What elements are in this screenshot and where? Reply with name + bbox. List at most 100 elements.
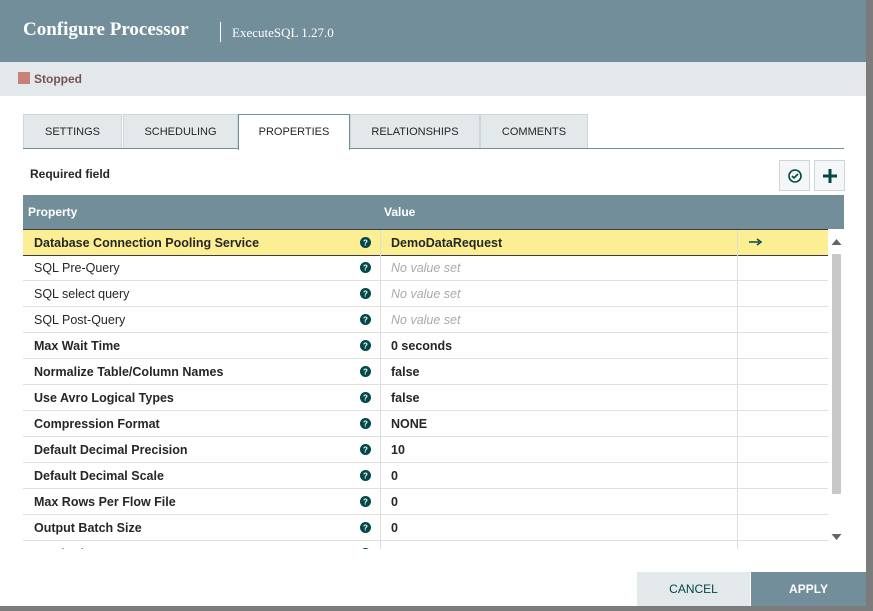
help-icon[interactable]: ? xyxy=(360,288,371,299)
dialog-header: Configure Processor ExecuteSQL 1.27.0 xyxy=(0,0,866,62)
help-icon[interactable]: ? xyxy=(360,444,371,455)
svg-text:?: ? xyxy=(363,394,368,403)
property-value[interactable]: 0 xyxy=(391,521,398,535)
status-text: Stopped xyxy=(34,72,82,86)
column-divider xyxy=(380,230,381,255)
column-divider xyxy=(380,255,381,280)
help-icon[interactable]: ? xyxy=(360,392,371,403)
dialog-subtitle: ExecuteSQL 1.27.0 xyxy=(232,25,334,40)
column-divider xyxy=(737,255,738,280)
property-row[interactable]: SQL select query? No value set xyxy=(23,281,828,307)
column-divider xyxy=(737,463,738,488)
help-icon[interactable]: ? xyxy=(360,496,371,507)
svg-text:?: ? xyxy=(363,239,368,248)
property-value[interactable]: 0 seconds xyxy=(391,339,453,353)
column-divider xyxy=(380,411,381,436)
property-value[interactable]: NONE xyxy=(391,417,428,431)
property-name: Normalize Table/Column Names xyxy=(34,365,224,379)
svg-text:?: ? xyxy=(363,316,368,325)
column-divider xyxy=(737,437,738,462)
property-row[interactable]: Output Batch Size? 0 xyxy=(23,515,828,541)
status-bar: Stopped xyxy=(0,62,866,96)
tab[interactable]: COMMENTS xyxy=(480,114,588,148)
property-name: SQL Post-Query xyxy=(34,313,126,327)
tab[interactable]: SCHEDULING xyxy=(123,114,238,148)
property-value[interactable]: No value set xyxy=(391,313,461,327)
property-value[interactable]: 0 xyxy=(391,469,398,483)
plus-icon xyxy=(823,169,837,183)
svg-text:?: ? xyxy=(363,524,368,533)
goto-arrow[interactable] xyxy=(749,238,763,246)
cancel-button[interactable]: CANCEL xyxy=(637,572,750,606)
scrollbar[interactable] xyxy=(830,230,843,548)
svg-text:?: ? xyxy=(363,472,368,481)
column-divider xyxy=(737,489,738,514)
svg-text:?: ? xyxy=(363,290,368,299)
help-icon[interactable]: ? xyxy=(360,548,371,549)
tab[interactable]: SETTINGS xyxy=(23,114,122,148)
property-row[interactable]: Default Decimal Scale? 0 xyxy=(23,463,828,489)
property-row[interactable]: Normalize Table/Column Names? false xyxy=(23,359,828,385)
svg-text:?: ? xyxy=(363,342,368,351)
property-value[interactable]: No value set xyxy=(391,287,461,301)
property-row[interactable]: Batch Size? 0 xyxy=(23,541,828,549)
column-divider xyxy=(380,515,381,540)
property-value[interactable]: false xyxy=(391,365,420,379)
help-icon[interactable]: ? xyxy=(360,340,371,351)
help-icon[interactable]: ? xyxy=(360,418,371,429)
property-row[interactable]: Compression Format? NONE xyxy=(23,411,828,437)
property-name: Compression Format xyxy=(34,417,160,431)
apply-button[interactable]: APPLY xyxy=(751,572,866,606)
column-divider xyxy=(737,281,738,306)
property-row[interactable]: Max Wait Time? 0 seconds xyxy=(23,333,828,359)
add-property-button[interactable] xyxy=(814,160,845,191)
property-name: Default Decimal Precision xyxy=(34,443,188,457)
property-value[interactable]: 0 xyxy=(391,495,398,509)
help-icon[interactable]: ? xyxy=(360,470,371,481)
tab[interactable]: PROPERTIES xyxy=(238,114,350,150)
help-icon[interactable]: ? xyxy=(360,262,371,273)
column-divider xyxy=(380,307,381,332)
property-row[interactable]: SQL Post-Query? No value set xyxy=(23,307,828,333)
property-name: Default Decimal Scale xyxy=(34,469,164,483)
column-divider xyxy=(380,489,381,514)
property-name: Use Avro Logical Types xyxy=(34,391,174,405)
verify-button[interactable] xyxy=(779,160,810,191)
tab-bar: SETTINGS SCHEDULING PROPERTIES RELATIONSHIP… xyxy=(23,114,844,150)
property-value[interactable]: No value set xyxy=(391,261,461,275)
property-value[interactable]: 0 xyxy=(391,547,398,549)
column-divider xyxy=(737,359,738,384)
dialog-title: Configure Processor xyxy=(23,19,189,40)
column-divider xyxy=(737,230,738,255)
property-value[interactable]: false xyxy=(391,391,420,405)
property-row[interactable]: Use Avro Logical Types? false xyxy=(23,385,828,411)
help-icon[interactable]: ? xyxy=(360,522,371,533)
column-divider xyxy=(380,359,381,384)
table-body: Database Connection Pooling Service? Demo… xyxy=(23,229,828,549)
property-row[interactable]: SQL Pre-Query? No value set xyxy=(23,255,828,281)
help-icon[interactable]: ? xyxy=(360,366,371,377)
help-icon[interactable]: ? xyxy=(360,237,371,248)
property-row[interactable]: Default Decimal Precision? 10 xyxy=(23,437,828,463)
property-value[interactable]: 10 xyxy=(391,443,405,457)
property-name: Max Wait Time xyxy=(34,339,121,353)
column-divider xyxy=(380,385,381,410)
required-label: Required field xyxy=(30,167,111,181)
check-icon xyxy=(788,169,802,183)
tab[interactable]: RELATIONSHIPS xyxy=(350,114,480,148)
svg-text:?: ? xyxy=(363,446,368,455)
property-value[interactable]: DemoDataRequest xyxy=(391,236,503,250)
column-divider xyxy=(737,333,738,358)
help-icon[interactable]: ? xyxy=(360,314,371,325)
column-divider xyxy=(380,541,381,549)
column-divider xyxy=(380,281,381,306)
column-header: Value xyxy=(384,205,416,219)
property-row[interactable]: Database Connection Pooling Service? Demo… xyxy=(23,229,828,256)
property-name: Database Connection Pooling Service xyxy=(34,236,260,250)
svg-text:?: ? xyxy=(363,420,368,429)
svg-text:?: ? xyxy=(363,264,368,273)
column-divider xyxy=(737,307,738,332)
property-row[interactable]: Max Rows Per Flow File? 0 xyxy=(23,489,828,515)
